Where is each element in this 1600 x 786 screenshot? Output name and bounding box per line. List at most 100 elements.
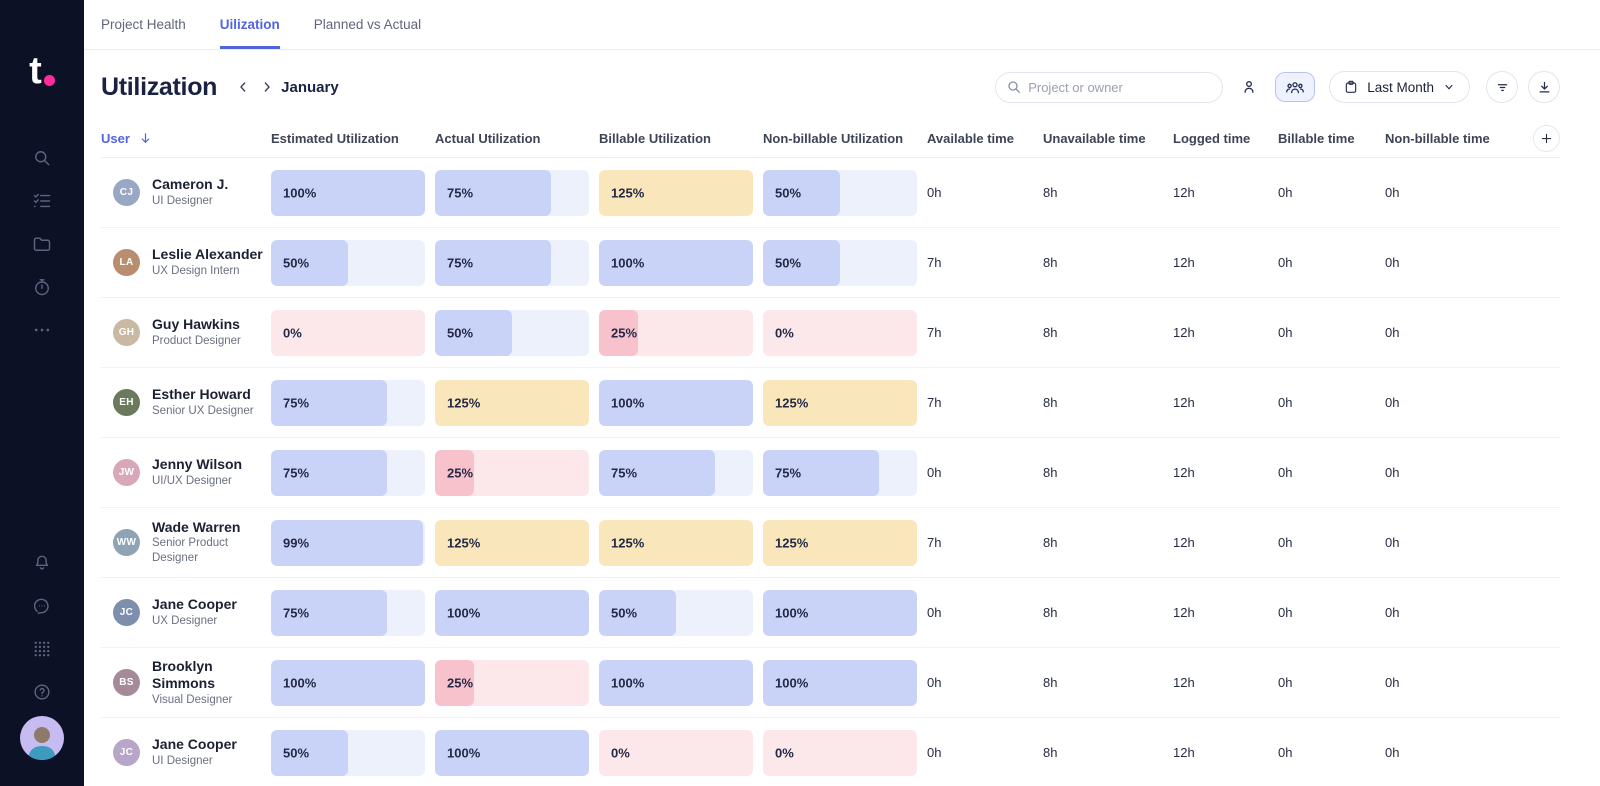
estimated-utilization-bar: 75% xyxy=(271,589,425,636)
prev-period-button[interactable] xyxy=(231,75,255,99)
billable-utilization-bar: 0% xyxy=(599,729,753,776)
app-logo[interactable]: t xyxy=(29,0,55,90)
column-header-non-billable-utilization[interactable]: Non-billable Utilization xyxy=(763,130,904,146)
apps-button[interactable] xyxy=(24,639,60,659)
bar-value-label: 75% xyxy=(775,465,802,480)
page-header: Utilization January xyxy=(84,50,1600,119)
billable-time-value: 0h xyxy=(1278,675,1293,690)
column-header-estimated[interactable]: Estimated Utilization xyxy=(271,130,399,146)
table-row[interactable]: JC Jane Cooper UI Designer 50% 100% 0% 0… xyxy=(101,718,1560,786)
unavailable-time-value: 8h xyxy=(1043,325,1058,340)
user-role: UI/UX Designer xyxy=(152,474,232,487)
table-row[interactable]: JC Jane Cooper UX Designer 75% 100% 50% … xyxy=(101,578,1560,648)
notifications-button[interactable] xyxy=(24,553,60,573)
bar-fill xyxy=(271,729,348,776)
billable-utilization-cell: 100% xyxy=(599,659,763,706)
table-row[interactable]: CJ Cameron J. UI Designer 100% 75% 125% … xyxy=(101,158,1560,228)
table-row[interactable]: GH Guy Hawkins Product Designer 0% 50% 2… xyxy=(101,298,1560,368)
bar-value-label: 100% xyxy=(611,675,645,690)
bar-value-label: 50% xyxy=(283,745,310,760)
billable-time-value: 0h xyxy=(1278,185,1293,200)
column-header-billable-time[interactable]: Billable time xyxy=(1278,130,1355,146)
column-header-actual[interactable]: Actual Utilization xyxy=(435,130,541,146)
page-title: Utilization xyxy=(101,72,218,101)
profile-avatar[interactable] xyxy=(20,716,64,760)
table-row[interactable]: JW Jenny Wilson UI/UX Designer 75% 25% 7… xyxy=(101,438,1560,508)
available-time-value: 0h xyxy=(927,185,942,200)
column-header-non-billable-time[interactable]: Non-billable time xyxy=(1385,130,1490,146)
sidebar-search-button[interactable] xyxy=(24,148,60,168)
user-cell: JC Jane Cooper UX Designer xyxy=(101,596,271,628)
bar-value-label: 125% xyxy=(447,395,481,410)
column-header-unavailable-time[interactable]: Unavailable time xyxy=(1043,130,1146,146)
person-view-button[interactable] xyxy=(1233,72,1265,102)
estimated-utilization-cell: 75% xyxy=(271,449,435,496)
sidebar-bottom-nav xyxy=(24,553,60,702)
tab-project-health[interactable]: Project Health xyxy=(101,17,186,32)
tab-utilization[interactable]: Uilization xyxy=(219,0,280,49)
logged-time-value: 12h xyxy=(1173,395,1195,410)
column-header-billable-utilization[interactable]: Billable Utilization xyxy=(599,130,711,146)
chat-icon xyxy=(33,598,49,614)
logged-time-value: 12h xyxy=(1173,465,1195,480)
next-period-button[interactable] xyxy=(255,75,279,99)
sidebar-projects-button[interactable] xyxy=(24,234,60,254)
available-time-value: 0h xyxy=(927,465,942,480)
logged-time-value: 12h xyxy=(1173,675,1195,690)
sidebar-timer-button[interactable] xyxy=(24,277,60,297)
column-header-logged-time[interactable]: Logged time xyxy=(1173,130,1251,146)
estimated-utilization-bar: 0% xyxy=(271,309,425,356)
bar-value-label: 100% xyxy=(283,675,317,690)
avatar: LA xyxy=(113,249,140,276)
user-cell: GH Guy Hawkins Product Designer xyxy=(101,316,271,348)
bar-fill xyxy=(435,659,474,706)
bar-value-label: 99% xyxy=(283,535,310,550)
table-row[interactable]: WW Wade Warren Senior Product Designer 9… xyxy=(101,508,1560,578)
add-column-button[interactable] xyxy=(1533,124,1560,152)
available-time-value: 7h xyxy=(927,395,942,410)
help-button[interactable] xyxy=(24,682,60,702)
billable-time-value: 0h xyxy=(1278,465,1293,480)
user-name: Jenny Wilson xyxy=(152,456,243,473)
estimated-utilization-bar: 50% xyxy=(271,729,425,776)
table-row[interactable]: BS Brooklyn Simmons Visual Designer 100%… xyxy=(101,648,1560,718)
column-header-user[interactable]: User xyxy=(101,131,271,146)
column-header-available-time[interactable]: Available time xyxy=(927,130,1014,146)
sidebar-more-button[interactable] xyxy=(24,320,60,340)
filter-button[interactable] xyxy=(1486,71,1518,103)
group-view-button[interactable] xyxy=(1275,72,1316,102)
tab-planned-vs-actual[interactable]: Planned vs Actual xyxy=(313,17,422,32)
bar-fill xyxy=(435,309,512,356)
person-icon xyxy=(1244,81,1254,93)
search-input[interactable] xyxy=(995,71,1224,103)
date-range-label: Last Month xyxy=(1367,79,1434,95)
unavailable-time-value: 8h xyxy=(1043,395,1058,410)
user-name: Leslie Alexander xyxy=(152,246,263,263)
bar-value-label: 50% xyxy=(283,255,310,270)
unavailable-time-value: 8h xyxy=(1043,185,1058,200)
sidebar-tasks-button[interactable] xyxy=(24,191,60,211)
utilization-table: User Estimated Utilization Actual Utiliz… xyxy=(84,119,1600,786)
bell-icon xyxy=(35,555,49,570)
table-row[interactable]: LA Leslie Alexander UX Design Intern 50%… xyxy=(101,228,1560,298)
table-row[interactable]: EH Esther Howard Senior UX Designer 75% … xyxy=(101,368,1560,438)
user-cell: CJ Cameron J. UI Designer xyxy=(101,176,271,208)
date-range-button[interactable]: Last Month xyxy=(1329,71,1470,103)
available-time-value: 7h xyxy=(927,535,942,550)
billable-time-value: 0h xyxy=(1278,745,1293,760)
non-billable-time-value: 0h xyxy=(1385,605,1400,620)
unavailable-time-value: 8h xyxy=(1043,535,1058,550)
download-button[interactable] xyxy=(1528,71,1560,103)
avatar: CJ xyxy=(113,179,140,206)
user-cell: EH Esther Howard Senior UX Designer xyxy=(101,386,271,418)
billable-utilization-cell: 75% xyxy=(599,449,763,496)
unavailable-time-value: 8h xyxy=(1043,255,1058,270)
estimated-utilization-cell: 50% xyxy=(271,239,435,286)
table-body: CJ Cameron J. UI Designer 100% 75% 125% … xyxy=(101,158,1560,786)
user-name: Brooklyn Simmons xyxy=(152,657,216,692)
non-billable-utilization-bar: 100% xyxy=(763,659,917,706)
bar-fill xyxy=(435,729,589,776)
chat-button[interactable] xyxy=(24,596,60,616)
bar-value-label: 50% xyxy=(775,255,802,270)
